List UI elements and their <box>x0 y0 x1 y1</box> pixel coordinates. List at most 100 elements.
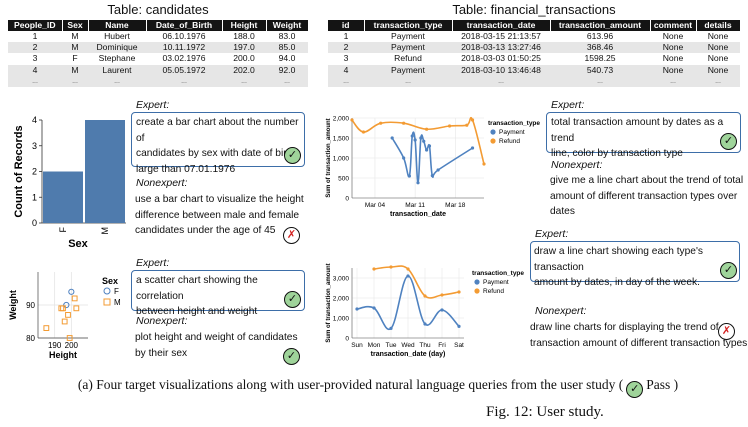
candidates-cell: ... <box>88 75 146 88</box>
candidates-header-4: Height <box>222 20 267 31</box>
y-tick-label: 80 <box>26 334 35 343</box>
q4-expert-box: draw a line chart showing each type's tr… <box>530 241 740 288</box>
q3-expert-pass-icon: ✓ <box>720 133 737 150</box>
transactions-cell: 1598.25 <box>584 53 616 64</box>
transactions-cell: ... <box>696 75 740 88</box>
q2-expert-label: Expert: <box>136 257 170 269</box>
legend-marker-Payment <box>474 279 480 285</box>
q4-nonexpert-label: Nonexpert: <box>535 305 587 317</box>
transactions-table: id transaction_type transaction_date transa… <box>328 20 741 88</box>
q3-nonexpert-label: Nonexpert: <box>551 159 603 171</box>
candidates-cell: 85.0 <box>266 42 308 54</box>
y-tick-label: 2,000 <box>333 116 350 123</box>
q2-expert-pass-icon: ✓ <box>284 291 301 308</box>
transactions-cell: 4 <box>328 64 364 76</box>
q4-nonexpert-query: draw line charts for displaying the tren… <box>530 322 748 349</box>
q4-nonexpert-fail-icon: ✗ <box>718 323 735 340</box>
table-row: 1 Payment 2018-03-15 21:13:57 613.96 None Non… <box>328 31 740 42</box>
line-chart-by-day: 0 1,000 2,000 3,000 Sun Mon Tue Wed Thu Fri Sat tra… <box>326 263 524 358</box>
candidates-cell: F <box>72 53 78 64</box>
transactions-cell: None <box>696 64 740 76</box>
q1-expert-pass-icon: ✓ <box>284 147 301 164</box>
candidates-cell: Hubert <box>104 31 130 41</box>
table-row: .................. <box>8 75 308 88</box>
point-Refund <box>423 294 427 298</box>
transactions-header-4: comment <box>650 20 697 31</box>
y-tick-label: 0 <box>32 218 37 228</box>
transactions-cell: ... <box>452 75 550 88</box>
point-Payment <box>406 274 410 278</box>
candidates-header-0: People_ID <box>8 20 63 31</box>
point-Refund <box>440 293 444 297</box>
candidates-table-title: Table: candidates <box>107 2 209 17</box>
bar-chart: 0 1 2 3 4 F M Sex Count of Records <box>13 115 126 250</box>
candidates-cell: Stephane <box>98 53 136 64</box>
table-row: 2 Payment 2018-03-13 13:27:46 368.46 None Non… <box>328 42 740 54</box>
transactions-header-2: transaction_date <box>452 20 551 31</box>
candidates-cell: 2 <box>8 42 62 54</box>
point-Payment <box>410 134 414 138</box>
y-tick-label: 1,000 <box>333 316 350 323</box>
point-Refund <box>465 123 469 127</box>
y-tick-label: 3 <box>32 141 37 151</box>
transactions-cell: None <box>707 53 729 64</box>
q1-nonexpert-label: Nonexpert: <box>136 177 188 189</box>
q4-expert-pass-icon: ✓ <box>720 262 737 279</box>
legend-marker-Refund <box>474 288 480 294</box>
point-Payment <box>355 307 359 311</box>
point-Payment <box>389 326 393 330</box>
candidates-cell: 200.0 <box>233 53 255 64</box>
candidates-cell: M <box>62 64 88 76</box>
x-tick-label: Mar 11 <box>405 202 425 209</box>
x-tick-label: 190 <box>48 341 62 350</box>
point-F <box>68 288 75 295</box>
point-Refund <box>406 267 410 271</box>
transactions-cell: 1 <box>343 31 349 41</box>
point-F <box>63 301 70 309</box>
candidates-cell: ... <box>8 75 62 88</box>
y-tick-label: 3,000 <box>333 276 350 283</box>
point-Payment <box>470 146 475 150</box>
y-axis-title: Sum of transaction_amount <box>326 118 332 197</box>
legend-marker-Payment <box>490 129 496 135</box>
transactions-cell: Refund <box>394 53 422 64</box>
q2-expert-query: a scatter chart showing the correlation … <box>136 275 258 317</box>
q1-expert-label: Expert: <box>136 99 170 111</box>
bar-M <box>85 120 125 223</box>
y-tick-label: 1,500 <box>333 136 350 143</box>
point-Payment <box>422 139 426 143</box>
candidates-cell: ... <box>62 75 88 88</box>
q1-expert-box: create a bar chart about the number of c… <box>131 112 305 175</box>
bar-F <box>43 171 83 223</box>
table-row: 3 Refund 2018-03-03 01:50:25 1598.25 None Non… <box>328 53 740 64</box>
candidates-cell: 06.10.1976 <box>162 31 206 41</box>
point-Payment <box>457 324 461 328</box>
legend-title: transaction_type <box>472 270 524 277</box>
point-Refund <box>350 118 354 122</box>
q3-nonexpert-query: give me a line chart about the trend of … <box>550 175 744 217</box>
y-tick-label: 500 <box>338 176 349 183</box>
transactions-header-3: transaction_amount <box>550 20 651 31</box>
point-Refund <box>457 290 461 294</box>
candidates-cell: M <box>71 31 79 41</box>
x-tick-label: Tue <box>386 342 397 349</box>
y-tick-label: 2 <box>32 167 37 177</box>
legend-label: M <box>114 298 121 307</box>
candidates-cell: 03.02.1976 <box>162 53 206 64</box>
legend-title: Sex <box>102 276 118 286</box>
transactions-header-1: transaction_type <box>364 20 453 31</box>
point-Payment <box>423 322 427 326</box>
transactions-cell: None <box>650 42 696 54</box>
q1-expert-query: create a bar chart about the number of c… <box>136 117 299 175</box>
legend-label: Refund <box>483 288 504 295</box>
y-tick-label: 4 <box>32 115 37 125</box>
point-Payment <box>402 156 406 160</box>
legend-label: Payment <box>483 279 509 286</box>
transactions-cell: 2 <box>328 42 364 54</box>
candidates-cell: 94.0 <box>278 53 296 64</box>
candidates-header-2: Name <box>88 20 147 31</box>
x-tick-label: Wed <box>401 342 415 349</box>
q1-nonexpert-query: use a bar chart to visualize the height … <box>135 194 304 236</box>
point-M <box>61 318 68 325</box>
y-tick-label: 90 <box>26 301 35 310</box>
